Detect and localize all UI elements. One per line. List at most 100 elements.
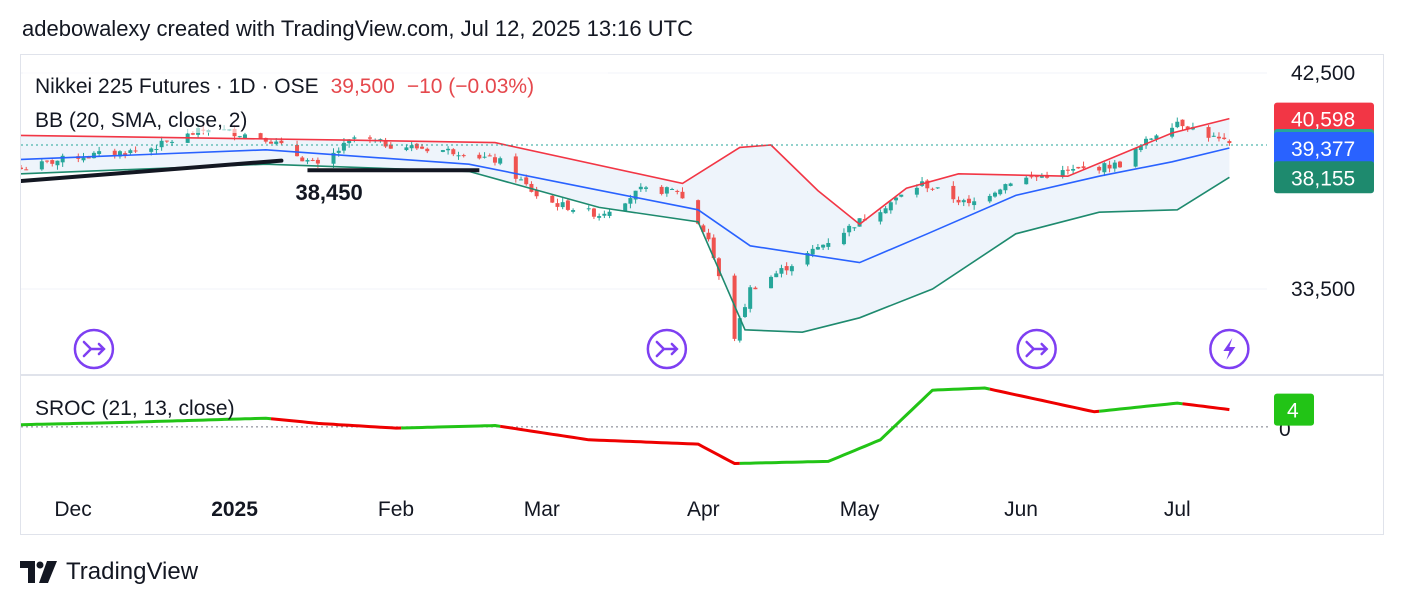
candle bbox=[1144, 136, 1149, 149]
candle bbox=[513, 153, 518, 183]
candle bbox=[555, 198, 560, 211]
candle bbox=[1211, 132, 1216, 138]
candle bbox=[534, 186, 539, 199]
candle bbox=[992, 191, 997, 198]
candle bbox=[1107, 160, 1112, 173]
time-axis[interactable]: Dec 2025 Feb Mar Apr May Jun Jul bbox=[54, 498, 1190, 521]
candle bbox=[331, 148, 336, 168]
candle bbox=[680, 187, 685, 199]
candle bbox=[164, 140, 169, 144]
trendline-drawing[interactable] bbox=[21, 158, 284, 183]
sroc-falling-segment bbox=[499, 424, 740, 465]
candle bbox=[1222, 133, 1227, 140]
bb-upper-tag[interactable]: 40,598 bbox=[1274, 102, 1374, 135]
candle bbox=[852, 227, 857, 232]
candle bbox=[383, 137, 388, 149]
candle bbox=[586, 205, 591, 212]
chart-canvas[interactable]: 38,450 Nikkei 225 Futures · 1D · OSE 39,5… bbox=[21, 55, 1383, 534]
candle bbox=[774, 270, 779, 278]
bb-basis-tag[interactable]: 39,377 bbox=[1274, 131, 1374, 164]
candle bbox=[461, 153, 466, 158]
candle bbox=[1034, 175, 1039, 181]
candle bbox=[899, 194, 904, 198]
price-tag-value: 38,155 bbox=[1291, 167, 1355, 190]
candle bbox=[935, 187, 940, 189]
lightning-icon[interactable] bbox=[1209, 328, 1250, 370]
candle bbox=[50, 159, 55, 167]
candle bbox=[607, 209, 612, 219]
candle bbox=[888, 199, 893, 214]
candle bbox=[664, 186, 669, 197]
candle bbox=[878, 209, 883, 225]
candle bbox=[295, 140, 300, 157]
candle bbox=[1102, 162, 1107, 177]
chart-frame[interactable]: 38,450 Nikkei 225 Futures · 1D · OSE 39,5… bbox=[20, 54, 1384, 535]
candle bbox=[805, 250, 810, 267]
candle bbox=[1170, 123, 1175, 139]
time-tick-label: May bbox=[840, 498, 880, 521]
candle bbox=[815, 244, 820, 250]
main-legend[interactable]: Nikkei 225 Futures · 1D · OSE 39,500 −10 (… bbox=[35, 75, 534, 98]
candle bbox=[1003, 183, 1008, 194]
sroc-tag-value: 4 bbox=[1287, 400, 1299, 423]
price-tick-label: 42,500 bbox=[1291, 62, 1355, 85]
candle bbox=[644, 185, 649, 192]
event-markers bbox=[73, 328, 1250, 370]
tradingview-brand-text: TradingView bbox=[66, 558, 199, 585]
candle bbox=[310, 157, 315, 162]
sroc-value-tag[interactable]: 4 bbox=[1274, 393, 1314, 426]
candle bbox=[498, 156, 503, 166]
candle bbox=[826, 238, 831, 250]
candle bbox=[597, 213, 602, 221]
candle bbox=[24, 166, 29, 171]
candle bbox=[1112, 160, 1117, 172]
sroc-falling-segment bbox=[989, 387, 1100, 414]
time-tick-label: Apr bbox=[687, 498, 720, 521]
candle bbox=[1175, 117, 1180, 129]
candle bbox=[1065, 166, 1070, 175]
candle bbox=[21, 164, 23, 170]
time-tick-label: Mar bbox=[524, 498, 560, 521]
candlestick-series bbox=[21, 117, 1232, 343]
candle bbox=[737, 315, 742, 343]
sroc-rising-segment bbox=[1099, 401, 1183, 413]
candle bbox=[565, 198, 570, 212]
bb-lower-tag[interactable]: 38,155 bbox=[1274, 161, 1374, 194]
candle bbox=[425, 147, 430, 154]
candle bbox=[930, 187, 935, 191]
dividend-arrow-icon[interactable] bbox=[73, 328, 115, 370]
annotation-label[interactable]: 38,450 bbox=[295, 180, 362, 205]
candle bbox=[623, 202, 628, 212]
candle bbox=[742, 303, 747, 318]
candle bbox=[914, 184, 919, 198]
candle bbox=[987, 193, 992, 204]
dividend-arrow-icon[interactable] bbox=[646, 328, 688, 370]
candle bbox=[659, 185, 664, 196]
candle bbox=[300, 156, 305, 162]
candle bbox=[675, 189, 680, 195]
sroc-indicator-label[interactable]: SROC (21, 13, close) bbox=[35, 397, 235, 420]
candle bbox=[456, 151, 461, 160]
time-tick-label: Dec bbox=[54, 498, 91, 521]
candle bbox=[133, 146, 138, 154]
candle bbox=[440, 149, 445, 153]
candle bbox=[1190, 122, 1195, 131]
footer-branding[interactable]: TradingView bbox=[20, 558, 198, 586]
candle bbox=[789, 264, 794, 276]
candle bbox=[414, 142, 419, 151]
price-tag-value: 39,377 bbox=[1291, 138, 1355, 161]
price-tick-label: 33,500 bbox=[1291, 278, 1355, 301]
candle bbox=[237, 135, 242, 138]
candle bbox=[956, 196, 961, 206]
candle bbox=[670, 187, 675, 191]
candle bbox=[1008, 182, 1013, 187]
candle bbox=[451, 148, 456, 157]
candle bbox=[972, 197, 977, 210]
candle bbox=[128, 148, 133, 156]
bb-indicator-label[interactable]: BB (20, SMA, close, 2) bbox=[35, 109, 247, 132]
candle bbox=[305, 158, 310, 165]
sroc-rising-segment bbox=[739, 386, 991, 465]
sroc-axis[interactable]: 04 bbox=[1274, 393, 1314, 441]
dividend-arrow-icon[interactable] bbox=[1016, 328, 1057, 370]
